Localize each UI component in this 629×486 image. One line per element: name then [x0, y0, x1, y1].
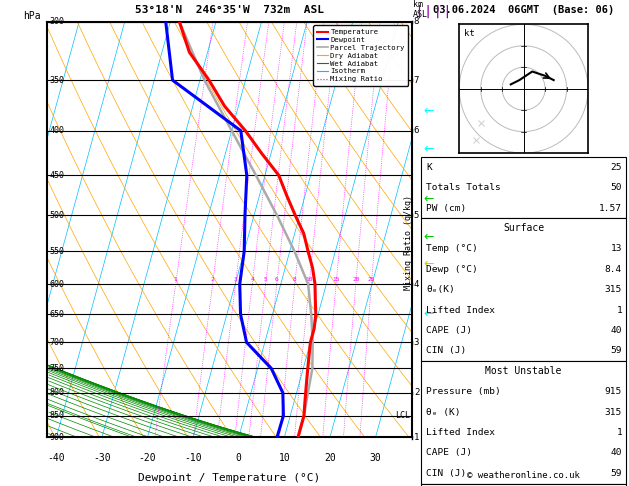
- Text: 40: 40: [611, 449, 622, 457]
- Legend: Temperature, Dewpoint, Parcel Trajectory, Dry Adiabat, Wet Adiabat, Isotherm, Mi: Temperature, Dewpoint, Parcel Trajectory…: [313, 25, 408, 86]
- Text: Mixing Ratio (g/kg): Mixing Ratio (g/kg): [404, 195, 413, 291]
- Text: 13: 13: [611, 244, 622, 253]
- Text: 40: 40: [611, 326, 622, 335]
- Text: hPa: hPa: [23, 11, 41, 21]
- Text: 53°18'N  246°35'W  732m  ASL: 53°18'N 246°35'W 732m ASL: [135, 4, 324, 15]
- Text: ←: ←: [423, 258, 434, 271]
- Text: 25: 25: [367, 277, 375, 282]
- Text: 300: 300: [50, 17, 64, 26]
- Text: θₑ(K): θₑ(K): [426, 285, 455, 294]
- Text: 550: 550: [50, 246, 64, 256]
- Text: 20: 20: [324, 453, 336, 463]
- Text: Temp (°C): Temp (°C): [426, 244, 478, 253]
- Text: Pressure (mb): Pressure (mb): [426, 387, 501, 396]
- Text: ←: ←: [423, 231, 434, 243]
- Text: 1: 1: [616, 428, 622, 437]
- Text: Surface: Surface: [503, 224, 544, 233]
- Text: -30: -30: [93, 453, 111, 463]
- Text: LCL: LCL: [395, 411, 409, 420]
- Text: -40: -40: [47, 453, 65, 463]
- Text: 30: 30: [370, 453, 381, 463]
- Text: 8.4: 8.4: [605, 265, 622, 274]
- Text: 8: 8: [293, 277, 297, 282]
- Text: 700: 700: [50, 338, 64, 347]
- Text: CIN (J): CIN (J): [426, 347, 467, 355]
- Text: 4: 4: [250, 277, 254, 282]
- Text: 750: 750: [50, 364, 64, 373]
- Text: 59: 59: [611, 347, 622, 355]
- Text: Dewp (°C): Dewp (°C): [426, 265, 478, 274]
- Text: Lifted Index: Lifted Index: [426, 306, 496, 314]
- Text: CIN (J): CIN (J): [426, 469, 467, 478]
- Text: 850: 850: [50, 411, 64, 420]
- Text: ←: ←: [423, 105, 434, 118]
- Text: 25: 25: [611, 163, 622, 172]
- Text: 2: 2: [211, 277, 214, 282]
- Text: CAPE (J): CAPE (J): [426, 449, 472, 457]
- Text: ▏▏▏▏: ▏▏▏▏: [418, 5, 457, 18]
- Text: 15: 15: [332, 277, 340, 282]
- Text: 5: 5: [414, 210, 419, 220]
- Text: 5: 5: [264, 277, 267, 282]
- Text: 10: 10: [279, 453, 290, 463]
- Text: Totals Totals: Totals Totals: [426, 183, 501, 192]
- Text: 6: 6: [414, 126, 419, 135]
- Text: 1: 1: [174, 277, 177, 282]
- Text: 50: 50: [611, 183, 622, 192]
- Text: km
ASL: km ASL: [413, 0, 428, 19]
- Text: ←: ←: [423, 142, 434, 156]
- Text: Most Unstable: Most Unstable: [486, 366, 562, 376]
- Text: ←: ←: [423, 308, 434, 321]
- Text: 10: 10: [306, 277, 313, 282]
- Text: 3: 3: [233, 277, 237, 282]
- Text: 0: 0: [236, 453, 242, 463]
- Text: -10: -10: [184, 453, 202, 463]
- Text: -20: -20: [138, 453, 157, 463]
- Text: 1: 1: [414, 433, 419, 442]
- Text: CAPE (J): CAPE (J): [426, 326, 472, 335]
- Text: Dewpoint / Temperature (°C): Dewpoint / Temperature (°C): [138, 473, 321, 483]
- Text: 900: 900: [50, 433, 64, 442]
- Text: 400: 400: [50, 126, 64, 135]
- Text: 3: 3: [414, 338, 419, 347]
- Text: θₑ (K): θₑ (K): [426, 408, 461, 417]
- Text: 915: 915: [605, 387, 622, 396]
- Text: 6: 6: [275, 277, 279, 282]
- Text: 350: 350: [50, 76, 64, 85]
- Text: 4: 4: [414, 279, 419, 289]
- Text: 8: 8: [414, 17, 419, 26]
- Text: 315: 315: [605, 285, 622, 294]
- Text: 315: 315: [605, 408, 622, 417]
- Text: K: K: [426, 163, 432, 172]
- Text: ←: ←: [423, 193, 434, 206]
- Text: 1.57: 1.57: [599, 204, 622, 212]
- Text: 450: 450: [50, 171, 64, 180]
- Text: 03.06.2024  06GMT  (Base: 06): 03.06.2024 06GMT (Base: 06): [433, 4, 615, 15]
- Text: 600: 600: [50, 279, 64, 289]
- Text: kt: kt: [464, 30, 475, 38]
- Text: 1: 1: [616, 306, 622, 314]
- Text: 59: 59: [611, 469, 622, 478]
- Text: PW (cm): PW (cm): [426, 204, 467, 212]
- Text: 20: 20: [352, 277, 360, 282]
- Text: Lifted Index: Lifted Index: [426, 428, 496, 437]
- Text: 7: 7: [414, 76, 419, 85]
- Text: © weatheronline.co.uk: © weatheronline.co.uk: [467, 471, 580, 480]
- Text: 650: 650: [50, 310, 64, 319]
- Text: 800: 800: [50, 388, 64, 398]
- Text: 2: 2: [414, 388, 419, 398]
- Text: 500: 500: [50, 210, 64, 220]
